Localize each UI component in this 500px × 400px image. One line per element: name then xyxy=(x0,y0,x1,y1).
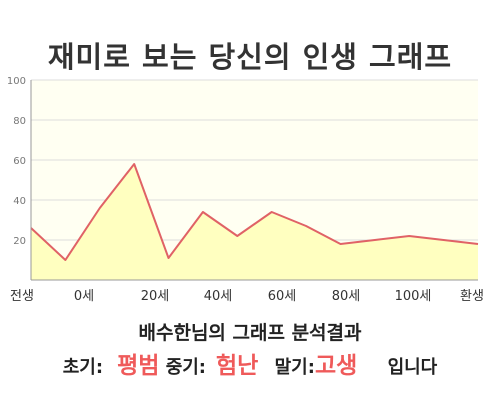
y-tick-label: 100 xyxy=(7,76,26,87)
series-line xyxy=(30,163,479,261)
x-tick-label: 80세 xyxy=(332,289,361,304)
x-tick-label: 0세 xyxy=(74,289,94,304)
middle-label: 중기: xyxy=(165,357,207,378)
y-tick-labels: 20 40 60 80 100 xyxy=(7,76,26,247)
late-label: 말기: xyxy=(274,357,315,378)
x-tick-label: 100세 xyxy=(395,289,432,304)
y-tick-label: 20 xyxy=(13,236,26,247)
x-tick-labels: 전생 0세 20세 40세 60세 80세 100세 환생 xyxy=(10,289,484,304)
x-tick-label: 60세 xyxy=(268,289,297,304)
life-graph-chart: 20 40 60 80 100 전생 0세 20세 40세 60세 80세 100세 환생 xyxy=(7,76,484,304)
x-tick-label: 환생 xyxy=(460,289,484,304)
series-area-fill xyxy=(31,164,478,280)
page-title: 재미로 보는 당신의 인생 그래프 xyxy=(47,40,453,74)
late-value: 고생 xyxy=(314,353,358,379)
early-value: 평범 xyxy=(117,353,160,379)
result-summary: 초기: 평범 중기: 험난 말기:고생 입니다 xyxy=(0,346,500,380)
x-tick-label: 20세 xyxy=(141,289,170,304)
y-tick-label: 80 xyxy=(13,116,26,127)
result-title: 배수한님의 그래프 분석결과 xyxy=(138,322,362,344)
result-suffix: 입니다 xyxy=(387,357,438,378)
early-label: 초기: xyxy=(62,357,104,378)
middle-value: 험난 xyxy=(216,353,259,379)
y-tick-label: 60 xyxy=(13,156,26,167)
y-tick-label: 40 xyxy=(13,196,26,207)
x-tick-label: 40세 xyxy=(204,289,233,304)
x-tick-label: 전생 xyxy=(10,289,34,304)
